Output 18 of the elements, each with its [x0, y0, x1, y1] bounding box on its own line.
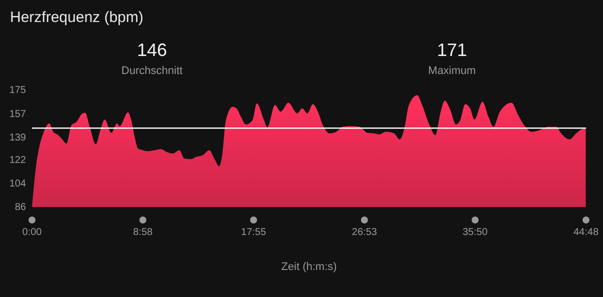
y-tick-label: 139 — [9, 132, 26, 144]
chart-title: Herzfrequenz (bpm) — [10, 9, 144, 26]
x-axis-title: Zeit (h:m:s) — [281, 261, 337, 273]
y-tick-label: 86 — [14, 202, 26, 214]
y-tick-label: 104 — [9, 178, 26, 190]
x-tick-label: 35:50 — [462, 227, 488, 238]
y-tick-label: 175 — [9, 85, 26, 96]
x-tick-label: 17:55 — [241, 227, 267, 238]
text: 146 — [136, 40, 168, 60]
x-tick-label: 8:58 — [133, 227, 154, 238]
text: Maximum — [428, 65, 476, 77]
y-tick-label: 157 — [9, 108, 26, 120]
x-tick-label: 26:53 — [352, 227, 378, 238]
text: Durchschnitt — [121, 65, 183, 77]
x-tick-label: 44:48 — [573, 227, 599, 238]
x-tick-label: 0:00 — [22, 227, 42, 238]
text: 171 — [436, 40, 468, 60]
y-tick-label: 122 — [9, 154, 26, 166]
